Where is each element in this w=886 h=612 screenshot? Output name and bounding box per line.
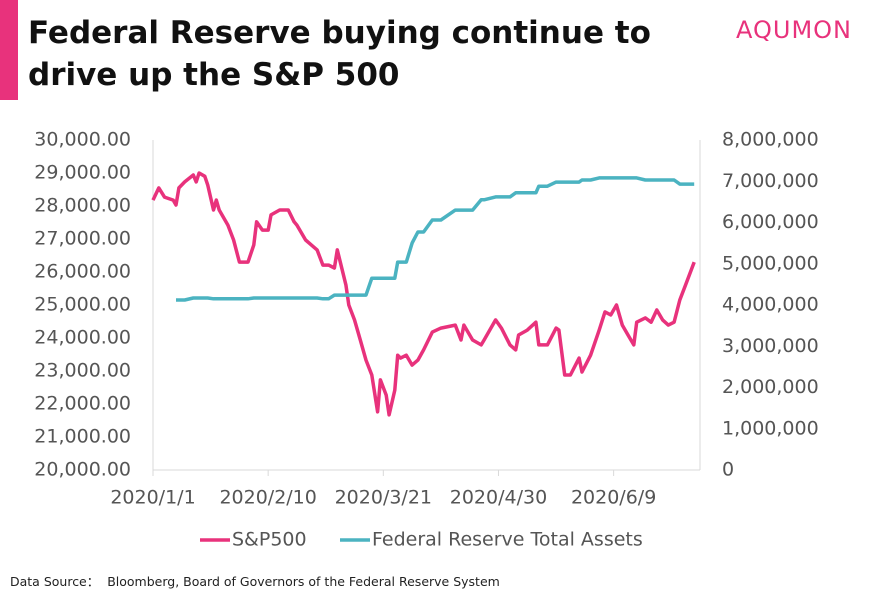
y2-tick-label: 1,000,000 — [722, 417, 819, 439]
legend-label: S&P500 — [232, 529, 307, 551]
series-line — [151, 171, 696, 417]
y2-tick-label: 2,000,000 — [722, 376, 819, 398]
y2-tick-label: 4,000,000 — [722, 294, 819, 316]
y-tick-label: 30,000.00 — [34, 129, 131, 151]
y-tick-label: 26,000.00 — [34, 261, 131, 283]
x-tick-label: 2020/4/30 — [450, 487, 547, 509]
logo: AQUMON — [736, 16, 853, 44]
y-tick-label: 29,000.00 — [34, 162, 131, 184]
legend-label: Federal Reserve Total Assets — [372, 529, 643, 551]
x-tick-label: 2020/6/9 — [571, 487, 656, 509]
y-tick-label: 27,000.00 — [34, 228, 131, 250]
x-tick-label: 2020/1/1 — [110, 487, 195, 509]
x-tick-label: 2020/3/21 — [335, 487, 432, 509]
y-tick-label: 28,000.00 — [34, 195, 131, 217]
accent-bar — [0, 0, 18, 100]
y2-tick-label: 7,000,000 — [722, 170, 819, 192]
series-line — [176, 176, 695, 302]
chart-title: Federal Reserve buying continue to drive… — [28, 15, 651, 93]
y2-tick-label: 6,000,000 — [722, 211, 819, 233]
y-tick-label: 24,000.00 — [34, 327, 131, 349]
y-tick-label: 21,000.00 — [34, 426, 131, 448]
source-note: Data Source： Bloomberg, Board of Governo… — [10, 574, 500, 589]
y-tick-label: 22,000.00 — [34, 393, 131, 415]
y2-tick-label: 0 — [722, 459, 734, 481]
y2-tick-label: 5,000,000 — [722, 252, 819, 274]
y-tick-label: 25,000.00 — [34, 294, 131, 316]
y2-tick-label: 3,000,000 — [722, 335, 819, 357]
x-tick-label: 2020/2/10 — [219, 487, 316, 509]
y-tick-label: 20,000.00 — [34, 459, 131, 481]
y2-tick-label: 8,000,000 — [722, 129, 819, 151]
y-tick-label: 23,000.00 — [34, 360, 131, 382]
